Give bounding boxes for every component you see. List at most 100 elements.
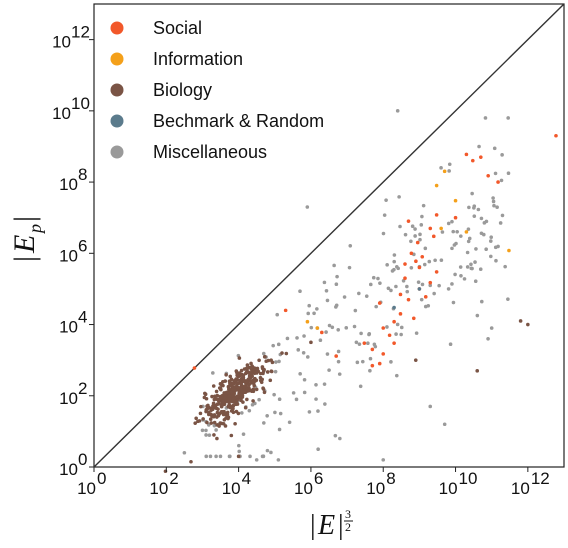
misc-point [469, 262, 473, 267]
misc-point [455, 229, 459, 234]
misc-point [465, 250, 470, 255]
misc-point [473, 260, 477, 264]
biology-point [223, 424, 228, 428]
misc-point [257, 397, 261, 402]
biology-point [221, 399, 225, 404]
social-point [414, 259, 418, 264]
biology-point [201, 417, 205, 421]
misc-point [503, 264, 507, 269]
misc-point [395, 109, 400, 113]
misc-point [301, 350, 306, 355]
misc-point [312, 311, 316, 316]
misc-point [347, 265, 352, 270]
social-point [406, 219, 411, 223]
bechmark-random-point [417, 287, 422, 291]
biology-point [260, 365, 265, 369]
biology-point [222, 418, 227, 422]
biology-point [198, 411, 203, 416]
y-tick-exponent: 6 [78, 236, 87, 255]
misc-point [389, 360, 393, 364]
misc-point [385, 325, 389, 329]
misc-point [489, 326, 494, 330]
biology-point [212, 413, 217, 417]
misc-point [489, 235, 493, 240]
misc-point [352, 324, 357, 329]
biology-point [261, 386, 265, 390]
biology-point [211, 401, 216, 406]
biology-point [309, 340, 313, 345]
legend-label: Biology [153, 80, 212, 100]
x-tick-label: 10 [366, 479, 385, 498]
biology-point [237, 356, 242, 360]
y-tick-label: 10 [52, 33, 71, 52]
biology-point [206, 412, 211, 417]
social-point [479, 155, 483, 159]
misc-point [302, 334, 306, 338]
biology-point [189, 459, 193, 464]
y-label-bar-left: | [8, 256, 41, 262]
biology-point [224, 390, 229, 395]
misc-point [484, 247, 488, 252]
biology-point [247, 373, 252, 378]
misc-point [302, 390, 307, 395]
x-tick-base: 10 [77, 479, 96, 498]
misc-point [344, 326, 349, 330]
misc-point [182, 450, 187, 455]
misc-point [506, 116, 510, 120]
x-tick-base: 10 [366, 479, 385, 498]
biology-point [235, 394, 240, 399]
misc-point [269, 450, 273, 455]
misc-point [405, 284, 409, 289]
misc-point [486, 336, 490, 341]
legend-marker [110, 114, 124, 128]
misc-point [414, 331, 419, 335]
misc-point [398, 224, 402, 229]
misc-point [254, 458, 259, 462]
biology-point [253, 379, 257, 383]
misc-point [324, 288, 329, 293]
misc-point [204, 454, 209, 459]
misc-point [373, 344, 378, 349]
misc-point [459, 234, 463, 238]
misc-point [437, 283, 441, 288]
legend-marker [110, 21, 124, 35]
misc-point [325, 298, 330, 303]
social-point [453, 215, 458, 220]
misc-point [459, 273, 463, 278]
biology-point [242, 389, 246, 394]
misc-point [291, 391, 296, 395]
biology-point [227, 394, 231, 399]
misc-point [478, 267, 483, 272]
misc-point [240, 411, 244, 415]
misc-point [355, 360, 360, 365]
misc-point [395, 264, 399, 269]
misc-point [353, 308, 358, 313]
misc-point [394, 373, 399, 378]
biology-point [236, 374, 241, 379]
social-point [470, 158, 475, 163]
x-tick-exponent: 10 [459, 469, 478, 488]
misc-point [348, 244, 353, 248]
misc-point [277, 359, 281, 364]
social-point [403, 262, 407, 266]
misc-point [294, 397, 299, 402]
misc-point [368, 356, 373, 361]
biology-point [214, 406, 219, 411]
biology-point [215, 402, 220, 406]
biology-point [241, 384, 246, 389]
misc-point [470, 191, 474, 196]
y-tick-exponent: 10 [71, 94, 90, 113]
biology-point [209, 421, 214, 425]
misc-point [423, 246, 428, 251]
legend-label: Miscellaneous [153, 142, 267, 162]
misc-point [405, 289, 410, 294]
misc-point [421, 203, 426, 208]
misc-point [395, 322, 400, 327]
misc-point [357, 291, 361, 296]
x-tick-base: 10 [294, 479, 313, 498]
biology-point [228, 374, 233, 379]
biology-point [234, 401, 239, 405]
misc-point [378, 281, 382, 285]
misc-point [446, 221, 451, 226]
